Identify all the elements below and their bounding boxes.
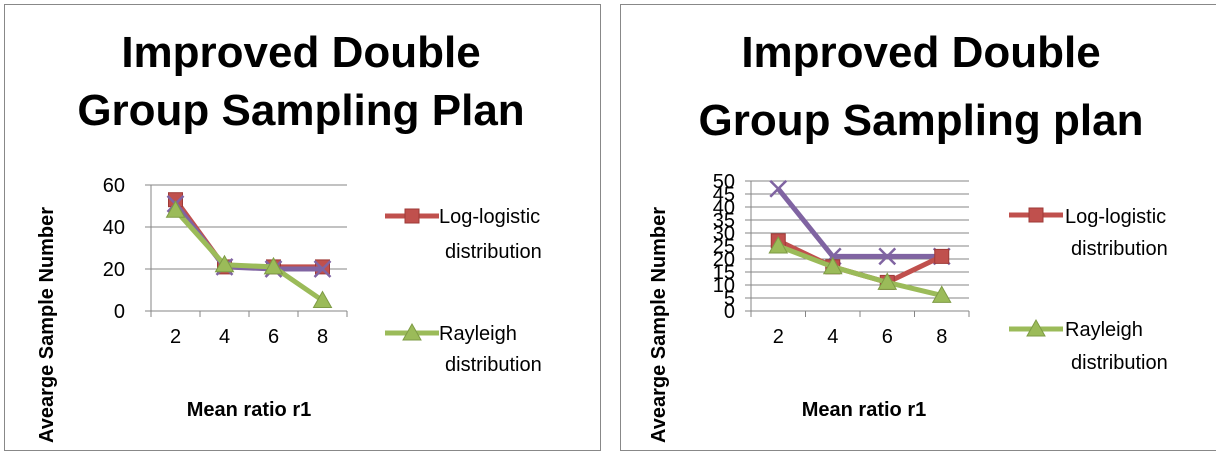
legend-label: Rayleigh (439, 323, 517, 345)
x-axis-title: Mean ratio r1 (187, 399, 311, 421)
chart-panel-2: Improved Double Group Sampling plan 0 5 10 15… (620, 4, 1216, 451)
chart-title-line: Group Sampling plan (699, 96, 1144, 145)
data-point (313, 260, 332, 278)
y-tick-label: 60 (103, 175, 125, 197)
legend-label: distribution (1071, 352, 1168, 374)
data-point (877, 272, 898, 290)
x-tick-label: 4 (827, 326, 838, 348)
x-tick-label: 2 (773, 326, 784, 348)
legend-marker (1026, 318, 1046, 337)
x-tick-label: 6 (268, 326, 279, 348)
y-tick-label: 25 (713, 236, 735, 258)
chart-svg-2: Improved Double Group Sampling plan 051015… (648, 28, 1168, 443)
y-tick-label: 15 (713, 262, 735, 284)
y-tick-label: 35 (713, 210, 735, 232)
data-point (312, 290, 333, 308)
chart-title-line: Improved Double (121, 28, 480, 77)
y-tick-label: 10 (713, 275, 735, 297)
chart-title-line: Group Sampling Plan (77, 86, 524, 135)
data-point (934, 248, 950, 264)
legend-marker (404, 208, 420, 224)
x-tick-label: 8 (317, 326, 328, 348)
series-group (768, 235, 952, 303)
y-tick-label: 45 (713, 184, 735, 206)
series-line (173, 208, 324, 303)
data-point (822, 256, 843, 275)
x-tick-label: 8 (936, 326, 947, 348)
y-tick-label: 50 (713, 171, 735, 193)
y-tick-label: 20 (103, 259, 125, 281)
legend-label: distribution (445, 241, 542, 263)
legend-entry: Rayleigh distribution (1009, 318, 1168, 374)
y-tick-label: 40 (713, 197, 735, 219)
legend-label: Rayleigh (1065, 319, 1143, 341)
data-point (931, 285, 952, 303)
y-axis-title: Avearge Sample Number (648, 207, 670, 443)
legend-label: distribution (1071, 238, 1168, 260)
data-point (214, 254, 235, 273)
x-tick-label: 2 (170, 326, 181, 348)
series-line (777, 243, 943, 298)
y-tick-label: 5 (724, 288, 735, 310)
legend-entry: Log-logistic distribution (385, 206, 542, 263)
legend-entry: Rayleigh distribution (385, 322, 542, 376)
chart-svg-1: Improved Double Group Sampling Plan 0 20 40 6… (36, 28, 542, 443)
legend-marker (402, 322, 422, 341)
data-point (878, 247, 897, 266)
series-group (165, 200, 333, 308)
chart-title-line: Improved Double (741, 28, 1100, 77)
y-tick-label: 0 (114, 301, 125, 323)
legend-entry: Log-logistic distribution (1009, 206, 1168, 260)
series-line (776, 187, 942, 259)
data-point (165, 200, 186, 218)
y-tick-label: 20 (713, 249, 735, 271)
data-point (263, 256, 284, 275)
x-tick-label: 4 (219, 326, 230, 348)
y-tick-label: 30 (713, 223, 735, 245)
legend-label: Log-logistic (1065, 206, 1166, 228)
x-axis-title: Mean ratio r1 (802, 399, 926, 421)
y-tick-label: 0 (724, 301, 735, 323)
y-axis-title: Avearge Sample Number (36, 207, 58, 443)
data-point (769, 179, 788, 198)
legend-marker (1028, 207, 1044, 223)
series-group (168, 192, 330, 275)
chart-panel-1: Improved Double Group Sampling Plan 0 20 40 6… (4, 4, 601, 451)
y-tick-label: 40 (103, 217, 125, 239)
data-point (768, 235, 789, 254)
legend-label: Log-logistic (439, 206, 540, 228)
legend-label: distribution (445, 354, 542, 376)
x-tick-label: 6 (882, 326, 893, 348)
series-group (770, 233, 950, 290)
